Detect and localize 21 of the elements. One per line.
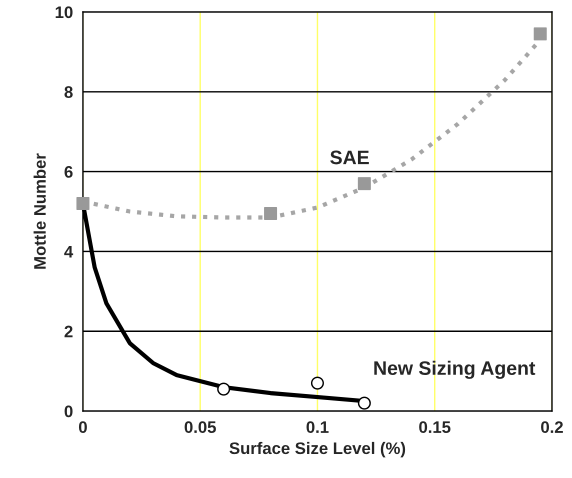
point [358,177,371,190]
x-tick-label: 0.15 [419,421,450,434]
point [310,376,324,390]
x-tick-label: 0.2 [541,421,563,434]
point [358,396,371,410]
y-axis-title: Mottle Number [34,153,46,269]
y-tick-label: 2 [64,326,73,338]
y-tick-label: 8 [64,86,73,98]
point [217,382,230,396]
y-tick-label: 10 [56,6,73,18]
x-tick-label: 0 [78,421,87,434]
point [534,27,547,40]
y-tick-label: 4 [64,246,74,258]
x-tick-label: 0.1 [306,421,329,434]
y-tick-label: 6 [64,166,73,178]
y-tick-label: 0 [64,405,73,418]
x-tick-label: 0.05 [184,421,216,434]
point [264,207,278,220]
x-axis-title: Surface Size Level (%) [229,442,406,458]
series-label: SAE [330,150,369,164]
point [76,197,90,210]
